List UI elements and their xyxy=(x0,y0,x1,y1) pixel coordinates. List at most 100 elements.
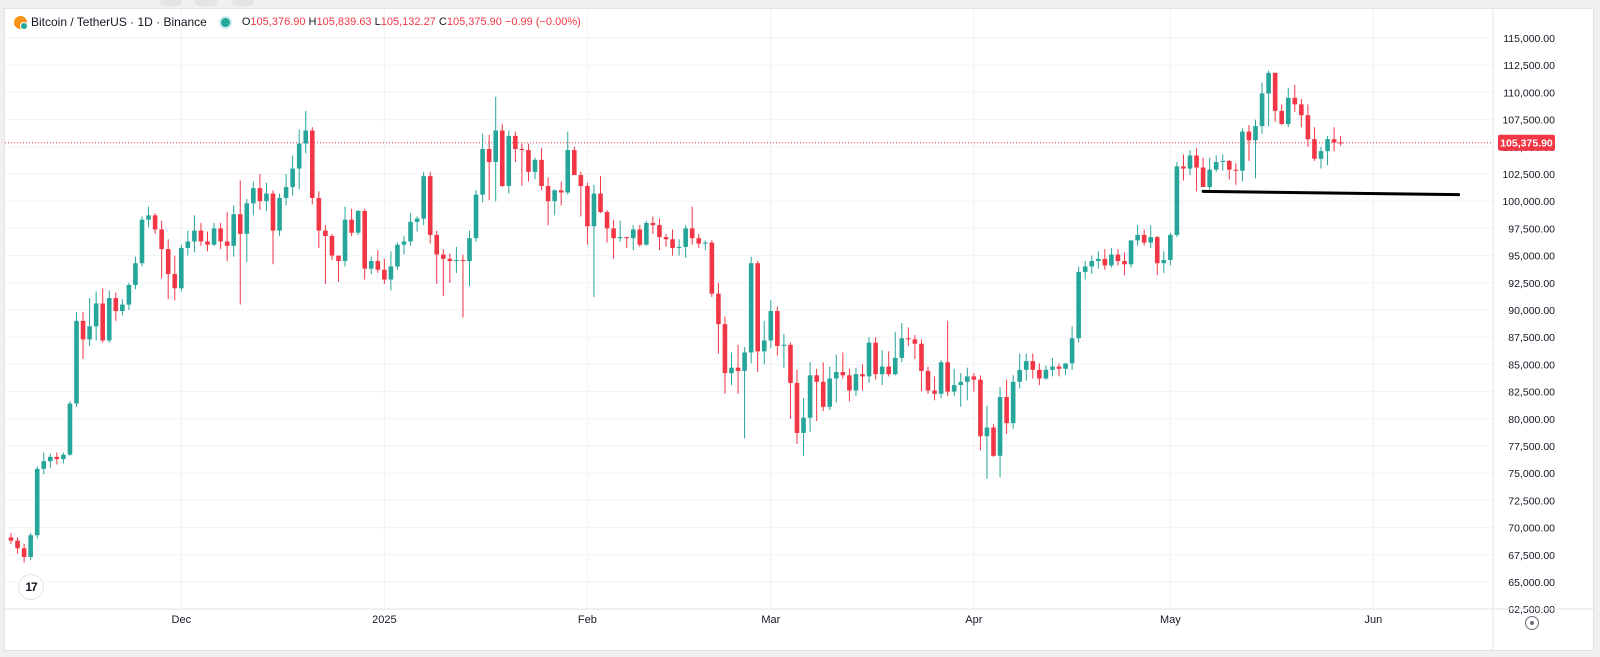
candle-down xyxy=(847,375,852,391)
candle-up xyxy=(761,340,767,352)
candle-down xyxy=(689,228,695,239)
candle-up xyxy=(617,237,623,239)
candle-down xyxy=(860,374,865,377)
high-value: 105,839.63 xyxy=(316,16,372,28)
candle-down xyxy=(1292,97,1298,105)
candle-down xyxy=(1030,361,1036,370)
candle-up xyxy=(834,372,839,379)
candle-up xyxy=(139,219,145,264)
tab-handle[interactable] xyxy=(232,0,254,6)
candle-up xyxy=(421,176,426,219)
candle-up xyxy=(34,468,40,536)
candle-up xyxy=(211,228,217,245)
candle-up xyxy=(277,197,282,231)
candle-down xyxy=(696,238,702,244)
candle-up xyxy=(827,378,833,407)
candle-down xyxy=(1272,72,1278,111)
candle-up xyxy=(493,130,498,163)
candle-down xyxy=(15,540,20,549)
open-label: O xyxy=(241,16,251,28)
candle-up xyxy=(965,376,970,382)
candle-down xyxy=(578,175,584,186)
x-tick-label: Mar xyxy=(761,614,780,626)
candle-up xyxy=(1253,126,1258,141)
candle-up xyxy=(1069,338,1075,364)
candle-up xyxy=(303,130,309,144)
candle-down xyxy=(310,130,315,198)
candle-up xyxy=(997,397,1003,456)
close-value: 105,375.90 xyxy=(446,16,502,28)
candle-up xyxy=(1017,369,1022,382)
candle-down xyxy=(650,222,656,226)
gear-icon[interactable] xyxy=(1525,616,1539,630)
candle-down xyxy=(788,344,793,383)
candle-up xyxy=(342,219,348,262)
tradingview-logo[interactable]: 17 xyxy=(18,574,44,600)
candle-up xyxy=(1082,266,1088,272)
candle-up xyxy=(1259,93,1265,127)
candle-down xyxy=(316,197,322,231)
candle-down xyxy=(1305,115,1311,140)
current-price-label: 105,375.90 xyxy=(1500,138,1553,150)
candle-down xyxy=(54,456,60,460)
candle-down xyxy=(499,130,505,186)
candle-up xyxy=(591,193,597,227)
chart-panel[interactable]: 115,000.00 112,500.00 110,000.00 107,500.00… xyxy=(4,8,1595,652)
symbol-legend[interactable]: Bitcoin / TetherUS · 1D · Binance O105,3… xyxy=(14,14,581,30)
tab-handle[interactable] xyxy=(195,0,217,6)
candle-up xyxy=(644,222,649,245)
symbol-title[interactable]: Bitcoin / TetherUS · 1D · Binance xyxy=(31,15,207,29)
candle-down xyxy=(991,427,996,456)
candle-down xyxy=(513,135,518,149)
open-value: 105,376.90 xyxy=(250,16,306,28)
candle-down xyxy=(722,324,728,374)
candle-down xyxy=(1037,369,1042,379)
candle-down xyxy=(670,239,675,248)
y-tick-label: 82,500.00 xyxy=(1508,387,1555,399)
y-tick-label: 95,000.00 xyxy=(1508,251,1555,263)
candle-down xyxy=(113,298,119,312)
candle-down xyxy=(755,263,760,352)
candle-down xyxy=(486,148,492,163)
candlestick-chart[interactable]: 115,000.00 112,500.00 110,000.00 107,500.00… xyxy=(5,9,1595,652)
candle-up xyxy=(1187,155,1193,169)
y-tick-label: 67,500.00 xyxy=(1508,550,1555,562)
candle-up xyxy=(467,238,472,262)
candle-up xyxy=(892,357,898,375)
candle-up xyxy=(283,187,289,198)
logo-text: 17 xyxy=(25,580,37,594)
candle-up xyxy=(768,311,774,341)
candle-down xyxy=(224,241,230,246)
candle-down xyxy=(349,219,354,233)
candle-up xyxy=(251,188,256,204)
y-tick-label: 70,000.00 xyxy=(1508,523,1555,535)
candle-up xyxy=(296,143,302,169)
candle-down xyxy=(152,215,158,230)
close-label: C xyxy=(438,16,447,28)
candle-down xyxy=(1312,139,1317,159)
tab-handle[interactable] xyxy=(160,0,182,6)
candle-up xyxy=(185,241,191,248)
support-trendline xyxy=(1201,189,1461,197)
candle-up xyxy=(388,266,394,280)
y-tick-label: 90,000.00 xyxy=(1508,305,1555,317)
high-label: H xyxy=(308,16,317,28)
candle-up xyxy=(807,375,813,418)
candle-up xyxy=(231,214,236,246)
candle-up xyxy=(1128,240,1134,265)
candle-down xyxy=(657,225,662,238)
x-tick-label: Dec xyxy=(172,614,192,626)
candle-up xyxy=(264,193,269,202)
candle-up xyxy=(408,221,413,242)
candle-up xyxy=(1240,131,1245,171)
candle-down xyxy=(558,190,564,193)
y-tick-label: 65,000.00 xyxy=(1508,577,1555,589)
candle-down xyxy=(1233,169,1239,171)
candle-up xyxy=(179,247,184,289)
candle-down xyxy=(1115,254,1121,262)
candle-up xyxy=(879,366,885,375)
candle-down xyxy=(1102,258,1108,266)
candle-down xyxy=(270,193,276,231)
candle-down xyxy=(460,259,466,262)
candle-up xyxy=(1318,151,1324,159)
